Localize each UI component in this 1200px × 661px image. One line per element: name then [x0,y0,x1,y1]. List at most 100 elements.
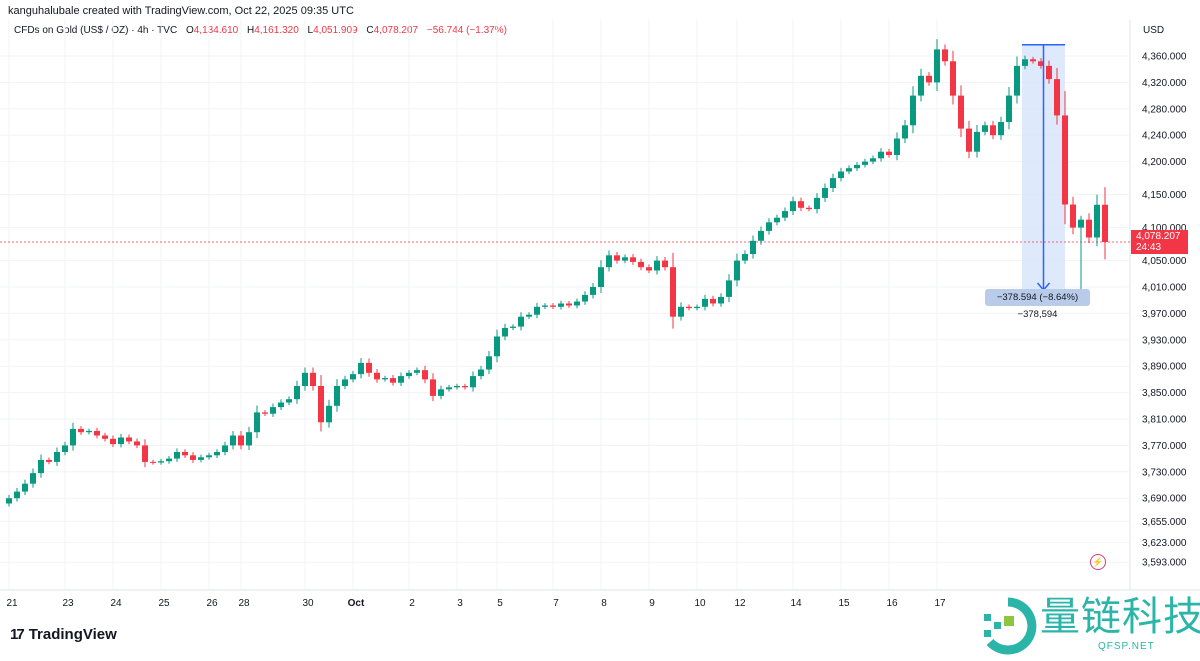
y-tick-label: 3,730.000 [1142,467,1187,478]
candle-body [470,376,476,388]
candle-body [726,280,732,297]
y-tick-label: 4,360.000 [1142,52,1187,63]
candle-body [1078,219,1084,228]
x-tick-label: 14 [790,598,802,609]
candle-body [350,374,356,380]
candle-body [390,378,396,383]
close-value: 4,078.207 [373,25,419,36]
candle-body [62,445,68,452]
candle-body [142,445,148,462]
x-tick-label: 5 [497,598,503,609]
candle-body [878,151,884,159]
candle-body [134,441,140,446]
candle-body [6,498,12,504]
open-label: O [185,25,194,36]
candle-body [918,75,924,96]
x-tick-label: 23 [62,598,74,609]
candle-body [126,437,132,442]
candle-body [398,376,404,383]
lightning-bolt-icon[interactable]: ⚡ [1090,554,1106,570]
x-tick-label: 24 [110,598,122,609]
candle-body [1086,219,1092,238]
bar-countdown: 24:43 [1136,242,1162,253]
candle-body [870,158,876,162]
x-tick-label: Oct [348,598,365,609]
candle-body [798,201,804,208]
candle-body [934,49,940,83]
candle-body [774,217,780,223]
candle-body [462,386,468,388]
y-tick-label: 4,240.000 [1142,131,1187,142]
x-tick-label: 9 [649,598,655,609]
candle-body [86,430,92,433]
candle-body [430,379,436,396]
x-tick-label: 3 [457,598,463,609]
y-tick-label: 3,850.000 [1142,388,1187,399]
candle-body [750,240,756,254]
high-label: H [247,25,255,36]
x-tick-label: 7 [553,598,559,609]
candle-body [758,230,764,241]
candle-body [118,437,124,445]
candle-body [654,260,660,271]
candle-body [342,379,348,386]
symbol-title[interactable]: CFDs on Gold (US$ / OZ) · 4h · TVC [14,25,178,36]
y-tick-label: 3,593.000 [1142,558,1187,569]
close-label: C [366,25,374,36]
change-value: −56.744 (−1.37%) [426,25,507,36]
candle-body [358,362,364,375]
candle-body [510,326,516,328]
candle-body [950,61,956,96]
candle-body [326,405,332,423]
candle-body [278,402,284,408]
candle-body [1022,59,1028,66]
chart-credit: kanguhalubale created with TradingView.c… [8,5,354,17]
candle-body [926,75,932,83]
candle-body [590,287,596,295]
x-tick-label: 12 [734,598,746,609]
y-tick-label: 4,150.000 [1142,190,1187,201]
candle-body [302,372,308,386]
x-tick-label: 2 [409,598,415,609]
candle-body [886,151,892,155]
y-tick-label: 3,690.000 [1142,494,1187,505]
candle-body [30,473,36,484]
candle-body [438,389,444,396]
candle-body [78,428,84,433]
candle-body [718,296,724,304]
candle-body [182,452,188,456]
candle-body [1054,79,1060,116]
candle-body [406,372,412,377]
candle-body [246,432,252,446]
candle-body [1006,95,1012,122]
y-tick-label: 4,010.000 [1142,283,1187,294]
candle-body [374,372,380,380]
currency-label[interactable]: USD [1143,25,1165,36]
low-value: 4,051.909 [313,25,358,36]
y-tick-label: 3,890.000 [1142,362,1187,373]
watermark: 量链科技 QFSP.NET [978,596,1200,656]
last-price: 4,078.207 [1136,231,1181,242]
candle-body [1046,65,1052,80]
watermark-cn: 量链科技 [1040,594,1200,640]
candle-body [694,306,700,309]
x-tick-label: 28 [238,598,250,609]
candle-body [942,49,948,62]
candle-body [830,178,836,188]
tradingview-logo[interactable]: 17 TradingView [10,626,117,643]
candle-body [254,412,260,433]
candle-body [166,458,172,462]
candle-body [822,188,828,198]
high-value: 4,161.320 [254,25,299,36]
candle-body [742,254,748,261]
candle-body [214,452,220,456]
candle-body [958,95,964,129]
candle-body [454,386,460,388]
x-tick-label: 8 [601,598,607,609]
low-label: L [307,25,314,36]
candle-body [678,306,684,317]
y-tick-label: 3,623.000 [1142,538,1187,549]
candle-body [710,298,716,304]
candle-body [102,435,108,439]
